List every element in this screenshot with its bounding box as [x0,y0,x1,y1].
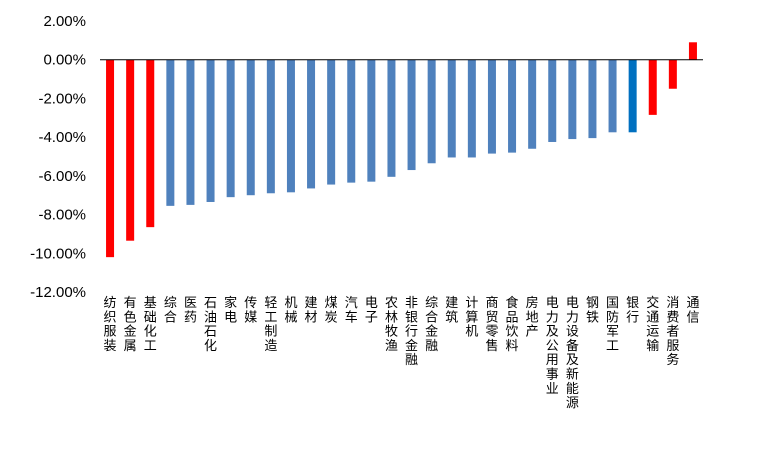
bar [126,59,135,241]
bar [407,59,416,171]
y-tick-label: -8.00% [38,207,86,224]
bars [106,42,697,258]
bar [226,59,235,198]
y-tick-label: 0.00% [43,52,86,69]
x-tick-label: 基础化工 [144,296,157,354]
bar [588,59,597,139]
x-tick-label: 非银行金融 [405,296,418,368]
bar [648,59,657,115]
bar [688,42,697,60]
bar [307,59,316,189]
y-tick-label: -6.00% [38,168,86,185]
bar [387,59,396,177]
x-tick-label: 汽车 [345,296,358,325]
bar [206,59,215,202]
bar [367,59,376,182]
x-tick-label: 食品饮料 [506,295,519,354]
bar [246,59,255,196]
bar [668,59,677,89]
x-tick-label: 综合 [164,296,177,325]
bar [467,59,476,158]
x-tick-label: 通信 [686,296,699,325]
y-tick-label: -12.00% [30,284,86,301]
x-tick-label: 轻工制造 [264,296,277,354]
x-tick-label: 交通运输 [646,295,659,354]
x-tick-label: 建筑 [445,296,458,325]
bar [447,59,456,158]
bar [628,59,637,133]
bar [146,59,155,228]
bar [427,59,436,164]
bar [487,59,496,154]
bar [166,59,175,206]
bar [327,59,336,185]
x-tick-label: 农林牧渔 [385,296,398,354]
x-tick-label: 电力及公用事业 [546,296,559,397]
y-tick-label: 2.00% [43,13,86,30]
x-tick-label: 房地产 [526,295,539,340]
bar [508,59,517,153]
bar [568,59,577,140]
y-tick-label: -4.00% [38,129,86,146]
x-tick-label: 机械 [284,296,297,325]
y-tick-label: -2.00% [38,90,86,107]
bar [266,59,275,194]
bar [548,59,557,142]
x-tick-label: 建材 [305,296,318,325]
x-tick-label: 家电 [224,295,237,325]
x-tick-label: 传媒 [244,296,257,325]
x-tick-label: 医药 [184,296,197,325]
y-axis-ticks: 2.00% 0.00% -2.00% -4.00% -6.00% -8.00% -10.00… [30,13,86,301]
x-tick-label: 商贸零售 [485,296,498,354]
bar [608,59,617,133]
bar [286,59,295,193]
x-tick-label: 银行 [626,296,639,325]
x-tick-label: 有色金属 [124,296,137,354]
x-tick-label: 钢铁 [586,296,599,325]
y-tick-label: -10.00% [30,245,86,262]
x-tick-label: 煤炭 [325,296,338,325]
bar [347,59,356,183]
x-tick-label: 消费者服务 [666,296,679,368]
x-tick-label: 石油石化 [204,296,217,354]
x-tick-label: 电力设备及新能源 [566,296,579,411]
x-tick-label: 电子 [365,296,378,325]
bar [106,59,115,258]
x-tick-label: 计算机 [465,296,478,340]
x-axis-tick-labels: 纺织服装有色金属基础化工综合医药石油石化家电传媒轻工制造机械建材煤炭汽车电子农林… [104,295,700,411]
x-tick-label: 纺织服装 [104,296,117,354]
x-tick-label: 国防军工 [606,296,619,354]
bar [528,59,537,149]
x-tick-label: 综合金融 [425,296,438,354]
bar [186,59,195,205]
